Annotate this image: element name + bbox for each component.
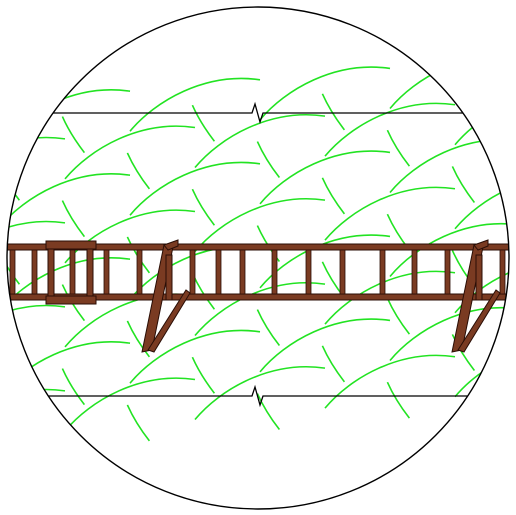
hatch-arc bbox=[259, 150, 391, 205]
bracket-brace bbox=[147, 289, 191, 353]
hatch-tail bbox=[321, 93, 346, 131]
ladder-rung bbox=[239, 249, 246, 295]
detail-circle-outline bbox=[6, 6, 510, 510]
hatch-arc bbox=[129, 77, 261, 132]
hatch-tail bbox=[321, 177, 346, 215]
hatch-arc bbox=[324, 102, 456, 157]
ladder-rung bbox=[103, 249, 110, 295]
hatch-arc bbox=[64, 377, 196, 432]
hatch-tail bbox=[61, 116, 86, 154]
ladder-rung bbox=[411, 249, 418, 295]
hatch-arc bbox=[129, 329, 261, 384]
hatch-tail bbox=[7, 415, 21, 453]
connector-right-post bbox=[86, 248, 94, 297]
band-bottom-line bbox=[7, 384, 509, 408]
hatch-arc bbox=[7, 136, 66, 191]
hatch-arc bbox=[7, 304, 66, 359]
hatch-tail bbox=[451, 166, 476, 203]
bracket-right bbox=[451, 239, 501, 353]
hatch-arc bbox=[324, 186, 456, 241]
hatch-tail bbox=[126, 320, 151, 358]
hatch-tail bbox=[256, 141, 281, 179]
hatch-tail bbox=[386, 297, 411, 335]
hatch-tail bbox=[451, 334, 476, 371]
hatch-arc bbox=[389, 307, 509, 361]
bracket-post bbox=[475, 254, 483, 301]
hatch-tail bbox=[7, 331, 21, 369]
hatch-arc bbox=[64, 125, 196, 180]
ladder-rung bbox=[136, 249, 143, 295]
hatch-tail bbox=[61, 368, 86, 406]
hatch-tail bbox=[191, 104, 216, 142]
hatch-arc bbox=[454, 91, 509, 146]
bracket-cap bbox=[163, 239, 179, 251]
hatch-tail bbox=[256, 393, 281, 431]
hatch-arc bbox=[7, 341, 131, 396]
ladder-rung bbox=[9, 249, 16, 295]
ladder-rung bbox=[189, 249, 196, 295]
hatch-pattern bbox=[7, 55, 509, 453]
ladder-rung bbox=[444, 249, 451, 295]
hatch-arc bbox=[259, 66, 391, 121]
hatch-tail bbox=[386, 129, 411, 167]
hatch-arc bbox=[64, 209, 196, 264]
hatch-arc bbox=[324, 270, 456, 325]
hatch-arc bbox=[194, 366, 326, 421]
hatch-tail bbox=[191, 188, 216, 226]
hatch-tail bbox=[126, 152, 151, 190]
hatch-arc bbox=[259, 318, 391, 373]
ladder-reinforcement bbox=[7, 240, 509, 305]
ladder-rung bbox=[305, 249, 312, 295]
hatch-tail bbox=[61, 200, 86, 238]
band-top-line bbox=[7, 101, 509, 125]
hatch-arc bbox=[259, 234, 391, 289]
hatch-tail bbox=[191, 272, 216, 310]
ladder-rung bbox=[499, 249, 506, 295]
hatch-arc bbox=[194, 282, 326, 337]
hatch-tail bbox=[191, 356, 216, 394]
ladder-rung bbox=[379, 249, 386, 295]
ladder-top-rail bbox=[7, 243, 509, 251]
ladder-rung bbox=[215, 249, 222, 295]
clipped-content bbox=[7, 55, 509, 453]
hatch-arc bbox=[7, 388, 66, 443]
ladder-rung bbox=[31, 249, 38, 295]
hatch-arc bbox=[389, 223, 509, 277]
hatch-arc bbox=[194, 114, 326, 169]
bracket-brace bbox=[457, 289, 501, 353]
bracket-left bbox=[141, 239, 191, 353]
ladder-rung bbox=[271, 249, 278, 295]
ladder-bottom-rail bbox=[7, 293, 509, 301]
hatch-tail bbox=[321, 345, 346, 383]
hatch-tail bbox=[7, 163, 21, 201]
connector-top-plate bbox=[45, 240, 97, 250]
band-boundaries bbox=[7, 101, 509, 408]
connector-left-post bbox=[47, 248, 55, 297]
hatch-arc bbox=[129, 161, 261, 216]
hatch-tail bbox=[386, 381, 411, 419]
hatch-arc bbox=[324, 354, 456, 409]
hatch-tail bbox=[256, 309, 281, 347]
bracket-post bbox=[165, 254, 173, 301]
ladder-rung bbox=[339, 249, 346, 295]
hatch-arc bbox=[194, 198, 326, 253]
hatch-tail bbox=[7, 247, 21, 285]
ladder-rung bbox=[69, 249, 76, 295]
hatch-arc bbox=[7, 220, 66, 275]
bracket-cap bbox=[473, 239, 489, 251]
hatch-tail bbox=[126, 404, 151, 442]
connector-bottom-plate bbox=[45, 295, 97, 305]
bracket-group bbox=[141, 239, 501, 353]
